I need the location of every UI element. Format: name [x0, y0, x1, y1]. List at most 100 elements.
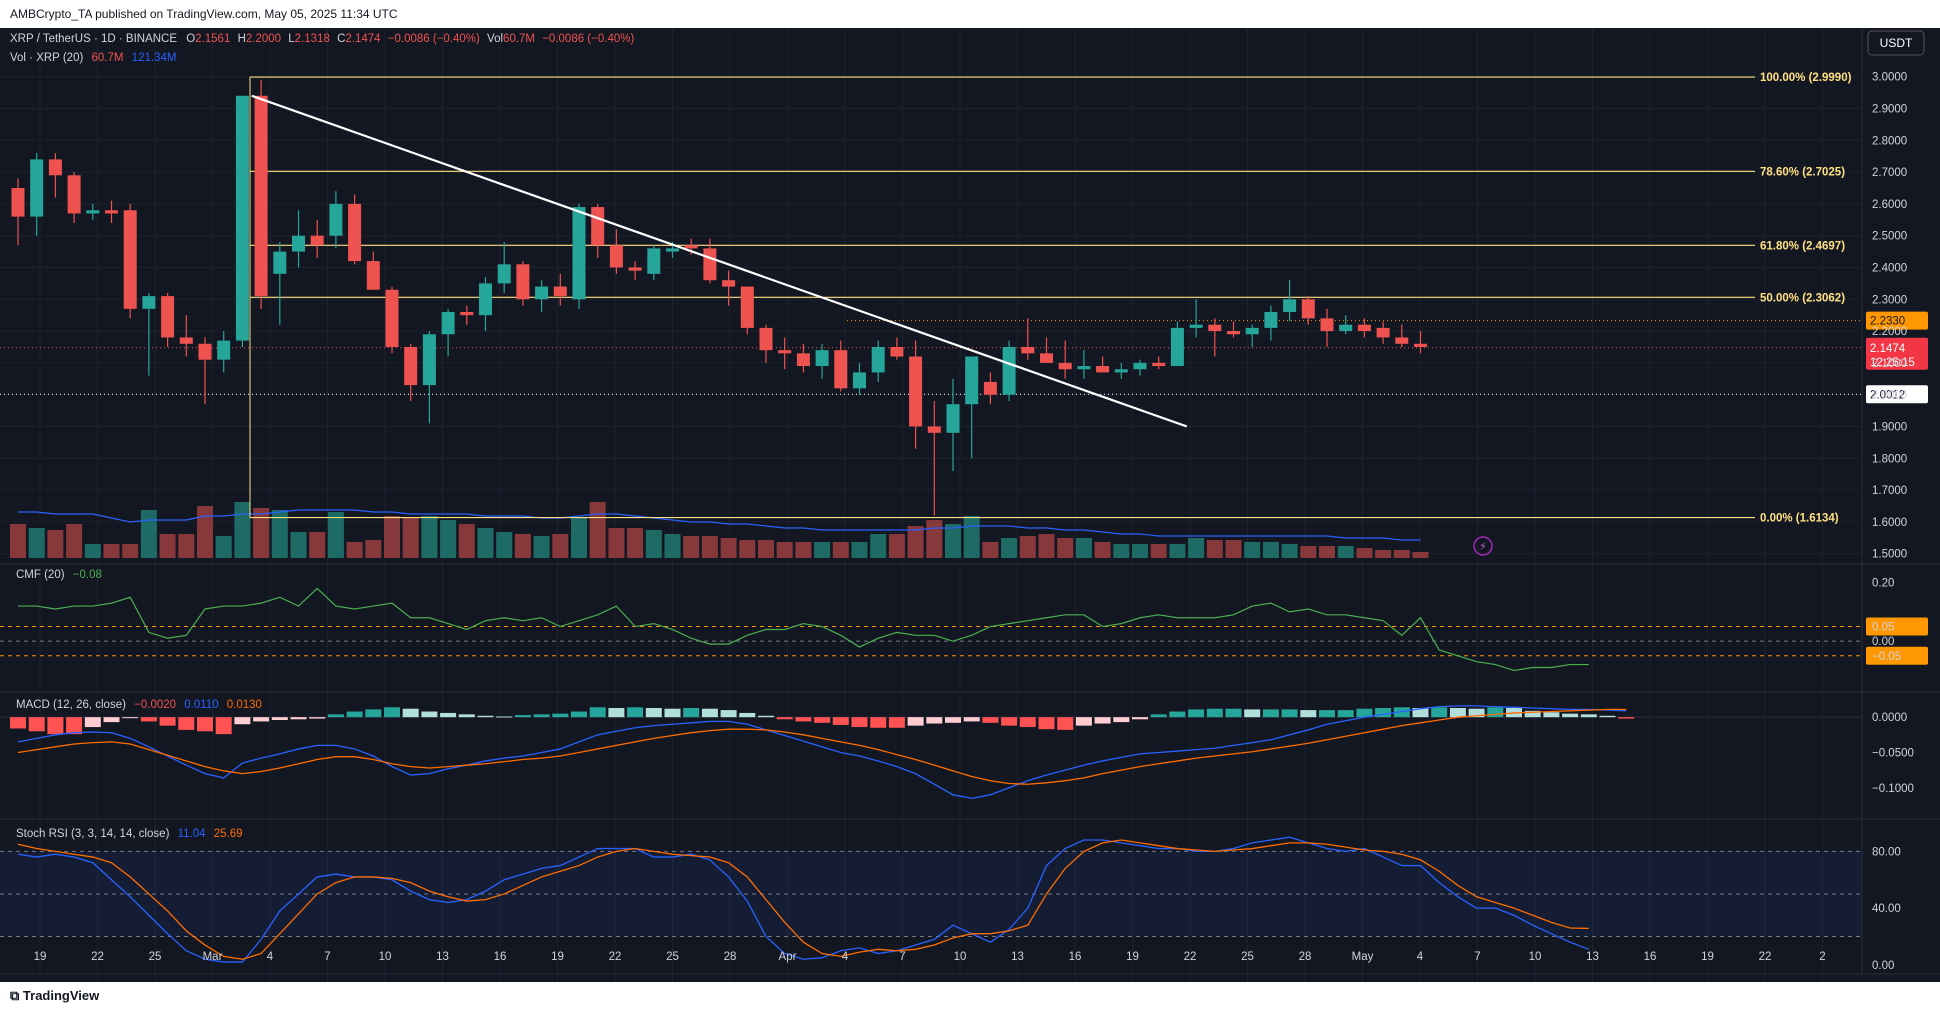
candle-body: [1283, 299, 1297, 312]
volume-bar: [159, 534, 176, 558]
macd-histogram-bar: [739, 712, 756, 718]
volume-bar: [907, 526, 924, 558]
pane-tick-label: 0.0000: [1872, 712, 1907, 724]
pane-separators: [0, 28, 1940, 975]
macd-histogram-bar: [1468, 708, 1485, 718]
last-price-value: 2.1474: [1870, 343, 1906, 355]
time-tick-label: 10: [1529, 951, 1542, 963]
volume-bar: [701, 536, 718, 558]
volume-bar: [945, 524, 961, 558]
candle-body: [759, 327, 773, 351]
candle-body: [853, 372, 866, 389]
candle-body: [1264, 312, 1278, 328]
macd-histogram-bar: [140, 717, 157, 722]
candle-body: [591, 207, 605, 246]
time-tick-label: 25: [666, 951, 679, 963]
candle-body: [703, 248, 717, 281]
stoch-rsi-pane[interactable]: [0, 836, 1862, 963]
candle-body: [647, 248, 661, 274]
macd-histogram-bar: [982, 717, 999, 723]
volume-bar: [1169, 544, 1186, 558]
volume-bar: [477, 528, 494, 558]
level-tag-label: 2.0012: [1870, 389, 1905, 401]
macd-histogram-bar: [327, 714, 344, 718]
candle-body: [1077, 366, 1091, 370]
candle-body: [142, 296, 156, 309]
macd-histogram-bar: [926, 717, 943, 724]
volume-bar: [533, 536, 550, 558]
time-tick-label: May: [1352, 951, 1374, 963]
candle-body: [1096, 366, 1110, 373]
candle-body: [535, 286, 549, 300]
candle-body: [1395, 337, 1409, 344]
macd-histogram-bar: [197, 717, 213, 732]
candle-body: [161, 296, 175, 338]
volume-bar: [140, 510, 157, 558]
candle-body: [273, 251, 287, 274]
volume-bar: [795, 542, 812, 558]
alert-icon[interactable]: ⚡: [1473, 536, 1493, 556]
volume-bar: [888, 534, 905, 558]
symbol-label: XRP / TetherUS · 1D · BINANCE: [10, 33, 177, 45]
candle-body: [123, 210, 137, 309]
chart-canvas[interactable]: 100.00% (2.9990) 78.60% (2.7025) 61.80% (2…: [0, 28, 1940, 982]
macd-histogram-bar: [1132, 717, 1148, 720]
macd-pane[interactable]: [0, 705, 1862, 800]
svg-text:Stoch RSI (3, 3, 14, 14, close: Stoch RSI (3, 3, 14, 14, close) 11.04 25…: [16, 828, 243, 840]
currency-button[interactable]: USDT: [1867, 30, 1925, 56]
fib-label: 50.00% (2.3062): [1760, 292, 1845, 304]
macd-histogram-bar: [458, 714, 475, 718]
pane-tick-label: 0.20: [1872, 578, 1894, 590]
candle-body: [927, 426, 941, 433]
macd-histogram-bar: [402, 708, 419, 718]
candle-body: [329, 203, 343, 236]
time-tick-label: 16: [1644, 951, 1657, 963]
time-tick-label: 13: [1586, 951, 1599, 963]
volume-bar: [346, 542, 363, 558]
volume-bar: [421, 516, 438, 558]
macd-histogram-bar: [664, 708, 681, 718]
macd-histogram-bar: [346, 711, 363, 718]
macd-histogram-bar: [47, 717, 64, 735]
time-axis[interactable]: 19 22 25 Mar 4 7 10 13 16 19 22 25 28 Apr 4 7 10 13 16 19 22…: [34, 951, 1826, 963]
cmf-pane[interactable]: [0, 587, 1928, 672]
volume-bar: [66, 524, 83, 558]
macd-legend: MACD (12, 26, close) −0.0020 0.0110 0.01…: [16, 699, 262, 711]
fib-label: 61.80% (2.4697): [1760, 240, 1845, 252]
volume-bar: [47, 530, 64, 558]
macd-histogram-bar: [1562, 713, 1579, 718]
published-text: AMBCrypto_TA published on TradingView.co…: [10, 7, 398, 21]
stoch-legend: Stoch RSI (3, 3, 14, 14, close) 11.04 25…: [16, 828, 243, 840]
price-pane[interactable]: 100.00% (2.9990) 78.60% (2.7025) 61.80% (2…: [0, 72, 1928, 558]
macd-histogram-bar: [1019, 717, 1036, 728]
candle-body: [48, 159, 62, 176]
volume-bar: [271, 510, 288, 558]
macd-histogram-bar: [103, 717, 120, 723]
macd-histogram-bar: [1337, 710, 1354, 718]
volume-bar: [1375, 550, 1392, 558]
trendline: [251, 94, 1188, 428]
price-tick-label: 1.5000: [1872, 549, 1907, 561]
macd-histogram-bar: [1599, 715, 1616, 718]
macd-histogram-bar: [627, 707, 644, 718]
candle-body: [834, 350, 848, 389]
candle-body: [909, 356, 923, 427]
price-tick-label: 2.5000: [1872, 231, 1907, 243]
price-axis[interactable]: 3.0000 2.9000 2.8000 2.7000 2.6000 2.5000 2.40…: [1872, 72, 1914, 972]
price-tick-label: 2.3000: [1872, 294, 1907, 306]
pane-tick-label: 80.00: [1872, 846, 1901, 858]
time-tick-label: 25: [149, 951, 162, 963]
candle-body: [628, 267, 642, 271]
candle-body: [965, 356, 979, 405]
price-tick-label: 1.6000: [1872, 517, 1907, 529]
candle-body: [609, 245, 623, 268]
candle-body: [1170, 327, 1184, 367]
volume-bar: [963, 516, 980, 558]
macd-histogram-bar: [309, 717, 326, 719]
volume-bar: [1281, 544, 1298, 558]
macd-histogram-bar: [253, 717, 270, 722]
volume-bar: [982, 542, 999, 558]
macd-histogram-bar: [514, 715, 531, 718]
macd-histogram-bar: [1300, 710, 1317, 718]
candle-body: [796, 353, 810, 367]
